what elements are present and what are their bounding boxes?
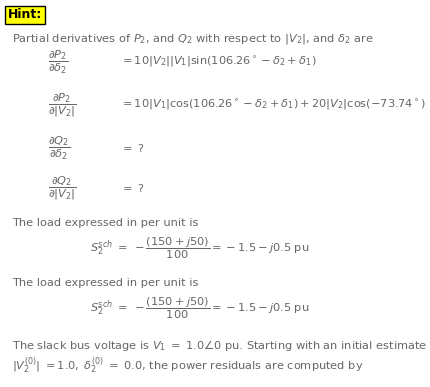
- Text: $=\;?$: $=\;?$: [120, 142, 144, 154]
- Text: $S_2^{sch} \;=\; -\dfrac{(150 + j50)}{100} = -1.5 - j0.5 \;\mathrm{pu}$: $S_2^{sch} \;=\; -\dfrac{(150 + j50)}{10…: [90, 295, 309, 321]
- Text: $= 10|V_2||V_1|\sin(106.26^\circ - \delta_2 + \delta_1)$: $= 10|V_2||V_1|\sin(106.26^\circ - \delt…: [120, 55, 316, 69]
- Text: $\dfrac{\partial P_2}{\partial \delta_2}$: $\dfrac{\partial P_2}{\partial \delta_2}…: [48, 48, 68, 75]
- Text: $\dfrac{\partial P_2}{\partial |V_2|}$: $\dfrac{\partial P_2}{\partial |V_2|}$: [48, 91, 77, 119]
- Text: $=\;?$: $=\;?$: [120, 182, 144, 194]
- Text: Partial derivatives of $P_2$, and $Q_2$ with respect to $|V_2|$, and $\delta_2$ : Partial derivatives of $P_2$, and $Q_2$ …: [12, 32, 373, 46]
- Text: $\dfrac{\partial Q_2}{\partial \delta_2}$: $\dfrac{\partial Q_2}{\partial \delta_2}…: [48, 134, 70, 162]
- Text: The slack bus voltage is $V_1\;=\;1.0\angle 0$ pu. Starting with an initial esti: The slack bus voltage is $V_1\;=\;1.0\an…: [12, 338, 430, 353]
- Text: The load expressed in per unit is: The load expressed in per unit is: [12, 278, 198, 288]
- Text: $\dfrac{\partial Q_2}{\partial |V_2|}$: $\dfrac{\partial Q_2}{\partial |V_2|}$: [48, 174, 77, 202]
- Text: $S_2^{sch} \;=\; -\dfrac{(150 + j50)}{100} = -1.5 - j0.5 \;\mathrm{pu}$: $S_2^{sch} \;=\; -\dfrac{(150 + j50)}{10…: [90, 235, 309, 261]
- Text: $= 10|V_1|\cos(106.26^\circ - \delta_2 + \delta_1) + 20|V_2|\cos(-73.74^\circ)$: $= 10|V_1|\cos(106.26^\circ - \delta_2 +…: [120, 98, 424, 112]
- Text: $|V_2^{(0)}|\;=1.0,\;\delta_2^{(0)}\;=\;0.0$, the power residuals are computed b: $|V_2^{(0)}|\;=1.0,\;\delta_2^{(0)}\;=\;…: [12, 355, 362, 376]
- Text: Hint:: Hint:: [8, 8, 42, 21]
- Text: The load expressed in per unit is: The load expressed in per unit is: [12, 218, 198, 228]
